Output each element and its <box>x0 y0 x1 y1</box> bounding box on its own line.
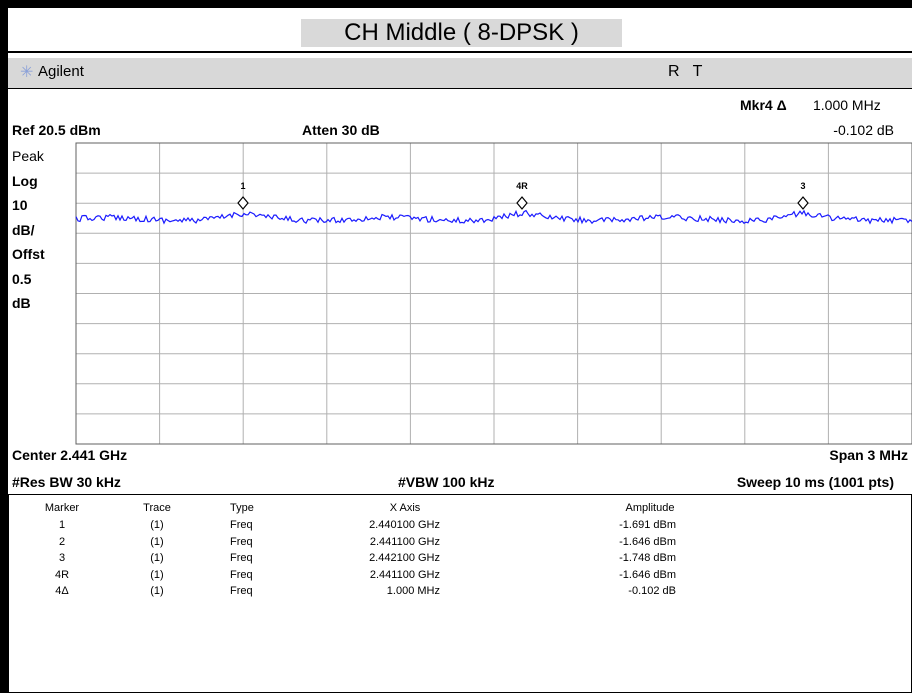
table-cell: 3 <box>58 552 66 564</box>
logo: ✳ <box>20 64 34 81</box>
table-header: Marker <box>44 502 80 514</box>
separator <box>8 51 912 53</box>
graticule-frame <box>75 142 912 445</box>
table-cell: 4R <box>54 568 70 581</box>
table-cell: (1) <box>150 519 164 531</box>
rbw: #Res BW 30 kHz <box>12 474 121 490</box>
table-cell: (1) <box>150 585 164 597</box>
table-cell: -0.102 dB <box>628 585 676 597</box>
ref-level: Ref 20.5 dBm <box>12 122 101 138</box>
marker-diamond <box>516 196 528 210</box>
title: CH Middle ( 8-DPSK ) <box>301 19 622 47</box>
trace <box>75 209 912 225</box>
table-cell: Freq <box>230 568 253 581</box>
span: Span 3 MHz <box>829 447 908 463</box>
marker-amp: -0.102 dB <box>833 122 894 138</box>
side-label: dB <box>12 295 31 311</box>
marker-freq: 1.000 MHz <box>813 97 881 113</box>
table-cell: Freq <box>230 552 253 564</box>
vbw: #VBW 100 kHz <box>398 474 495 490</box>
table-cell: Freq <box>230 535 253 548</box>
table-cell: 4Δ <box>55 585 69 597</box>
sweep: Sweep 10 ms (1001 pts) <box>736 474 894 490</box>
table-cell: 2 <box>58 535 66 548</box>
table-cell: -1.646 dBm <box>619 535 676 548</box>
side-label: Log <box>12 172 38 189</box>
brand: Agilent <box>38 63 84 80</box>
table-cell: 2.441100 GHz <box>369 535 440 548</box>
table-cell: -1.748 dBm <box>619 552 676 564</box>
status: R T <box>668 63 703 80</box>
table-cell: 2.442100 GHz <box>369 552 440 564</box>
table-cell: Freq <box>230 519 253 531</box>
marker-diamond <box>797 196 809 210</box>
top-border <box>0 0 912 8</box>
table-cell: -1.646 dBm <box>619 568 676 581</box>
header-bar <box>8 58 912 88</box>
separator <box>8 88 912 89</box>
table-header: Amplitude <box>625 502 675 514</box>
marker-label: 1 <box>240 181 245 191</box>
marker-label: 4R <box>516 181 528 191</box>
marker-label: 3 <box>800 181 805 191</box>
table-cell: (1) <box>150 552 164 564</box>
side-label: Offst <box>12 246 45 262</box>
atten: Atten 30 dB <box>302 122 380 138</box>
marker-label: Mkr4 Δ <box>740 97 787 113</box>
table-cell: (1) <box>150 568 164 581</box>
table-cell: 2.441100 GHz <box>369 568 440 581</box>
side-label: 10 <box>12 197 28 213</box>
table-cell: Freq <box>230 585 253 597</box>
side-label: Peak <box>12 148 44 164</box>
table-cell: -1.691 dBm <box>619 519 676 531</box>
table-header: X Axis <box>389 502 421 514</box>
left-border <box>0 0 8 693</box>
table-cell: 1.000 MHz <box>386 585 440 597</box>
center-freq: Center 2.441 GHz <box>12 447 128 463</box>
table-header: Trace <box>143 502 171 514</box>
table-header: Type <box>230 502 254 514</box>
table-cell: 2.440100 GHz <box>369 519 440 531</box>
marker-diamond <box>237 196 249 210</box>
table-cell: 1 <box>58 519 66 531</box>
side-label: 0.5 <box>12 270 32 287</box>
side-label: dB/ <box>12 221 35 238</box>
table-cell: (1) <box>150 535 164 548</box>
